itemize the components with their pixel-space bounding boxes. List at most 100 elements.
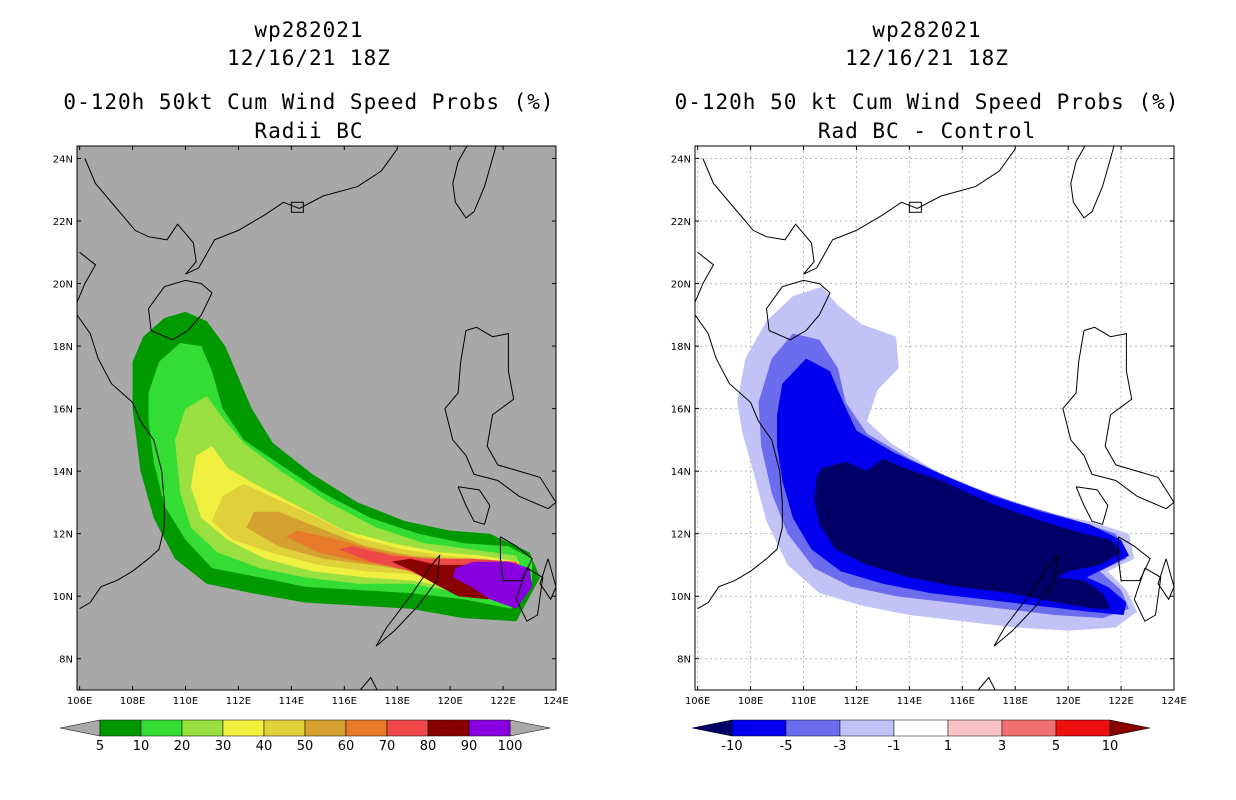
- lon-tick-label: 120E: [437, 696, 462, 707]
- lon-tick-label: 112E: [226, 696, 251, 707]
- lon-tick-label: 124E: [1161, 696, 1186, 707]
- lon-tick-label: 106E: [685, 696, 710, 707]
- map-left: 106E 108E 110E 112E 114E 116E 118E 120E 122E 124E…: [53, 145, 569, 754]
- lon-tick-label: 122E: [490, 696, 515, 707]
- coastline: [457, 486, 491, 525]
- datetime: 12/16/21 18Z: [227, 46, 391, 70]
- colorbar-swatch: [1055, 719, 1111, 737]
- coastline: [1075, 486, 1109, 525]
- map-frame: [694, 145, 1175, 691]
- lon-tick-label: 120E: [1055, 696, 1080, 707]
- lat-tick-label: 24N: [53, 155, 73, 166]
- colorbar-swatch: [839, 719, 895, 737]
- colorbar-swatch: [893, 719, 949, 737]
- lat-tick-label: 10N: [53, 592, 73, 603]
- colorbar: 5 10 20 30 40 50 60 70 80 90 100: [59, 719, 551, 754]
- coastline: [1157, 558, 1174, 601]
- coastline: [1117, 536, 1151, 582]
- panel-radii-bc: wp282021 12/16/21 18Z 0-120h 50kt Cum Wi…: [53, 18, 569, 754]
- colorbar-swatch: [99, 719, 142, 737]
- colorbar-label: 3: [998, 739, 1006, 754]
- colorbar-swatch: [947, 719, 1003, 737]
- lat-tick-label: 18N: [671, 342, 691, 353]
- colorbar-label: 5: [96, 739, 104, 754]
- coastline: [444, 326, 556, 510]
- colorbar-swatch: [263, 719, 306, 737]
- colorbar-label: 80: [420, 739, 437, 754]
- colorbar-swatch: [785, 719, 841, 737]
- city-marker: [908, 201, 922, 213]
- lon-tick-label: 118E: [385, 696, 410, 707]
- lat-tick-label: 16N: [671, 405, 691, 416]
- colorbar: -10 -5 -3 -1 1 3 5 10: [691, 719, 1151, 754]
- lat-tick-label: 12N: [53, 530, 73, 541]
- lon-tick-label: 108E: [120, 696, 145, 707]
- colorbar-swatch: [304, 719, 347, 737]
- lat-tick-label: 18N: [53, 342, 73, 353]
- colorbar-label: 50: [297, 739, 314, 754]
- colorbar-right-arrow: [1109, 719, 1151, 737]
- chart-subtitle: Radii BC: [254, 119, 364, 143]
- coastline: [702, 148, 1016, 275]
- coastline: [375, 554, 441, 647]
- lon-tick-label: 122E: [1108, 696, 1133, 707]
- coastline: [977, 676, 1010, 690]
- colorbar-label: 90: [461, 739, 478, 754]
- colorbar-label: 100: [498, 739, 523, 754]
- coastline: [993, 554, 1059, 647]
- colorbar-swatch: [181, 719, 224, 737]
- coastline: [539, 558, 556, 601]
- colorbar-label: 70: [379, 739, 396, 754]
- lat-tick-label: 20N: [53, 280, 73, 291]
- lon-tick-label: 114E: [897, 696, 922, 707]
- colorbar-swatch: [468, 719, 511, 737]
- colorbar-label: 40: [256, 739, 273, 754]
- lat-tick-label: 12N: [671, 530, 691, 541]
- colorbar-label: 10: [1102, 739, 1119, 754]
- lon-tick-label: 110E: [791, 696, 816, 707]
- map-right: 106E 108E 110E 112E 114E 116E 118E 120E 122E 124E…: [671, 145, 1187, 754]
- panel-rad-bc-control: wp282021 12/16/21 18Z 0-120h 50 kt Cum W…: [618, 0, 1236, 800]
- colorbar-label: -3: [834, 739, 847, 754]
- lat-tick-label: 8N: [677, 655, 691, 666]
- lat-tick-label: 16N: [53, 405, 73, 416]
- lon-tick-label: 118E: [1003, 696, 1028, 707]
- colorbar-right-arrow: [509, 719, 551, 737]
- colorbar-label: -10: [721, 739, 742, 754]
- lon-tick-label: 116E: [332, 696, 357, 707]
- colorbar-swatch: [1001, 719, 1057, 737]
- coastline: [1062, 326, 1174, 510]
- colorbar-label: 10: [133, 739, 150, 754]
- coastline: [765, 279, 831, 341]
- coastline: [452, 146, 497, 219]
- coastline: [499, 536, 533, 582]
- lat-tick-label: 20N: [671, 280, 691, 291]
- colorbar-swatch: [140, 719, 183, 737]
- lon-tick-label: 110E: [173, 696, 198, 707]
- city-marker: [290, 201, 304, 213]
- colorbar-swatch: [386, 719, 429, 737]
- storm-id: wp282021: [872, 18, 982, 42]
- storm-id: wp282021: [254, 18, 364, 42]
- coastlines: [695, 146, 1174, 690]
- chart-title: 0-120h 50 kt Cum Wind Speed Probs (%): [674, 90, 1180, 114]
- lon-tick-label: 108E: [738, 696, 763, 707]
- colorbar-left-arrow: [59, 719, 101, 737]
- lat-tick-label: 14N: [53, 467, 73, 478]
- lat-tick-label: 22N: [671, 217, 691, 228]
- colorbar-label: -1: [888, 739, 901, 754]
- coastline: [77, 251, 165, 610]
- chart-subtitle: Rad BC - Control: [817, 119, 1037, 143]
- colorbar-swatch: [731, 719, 787, 737]
- colorbar-swatch: [427, 719, 470, 737]
- coastline: [359, 676, 392, 690]
- datetime: 12/16/21 18Z: [845, 46, 1009, 70]
- colorbar-label: -5: [780, 739, 793, 754]
- lat-tick-label: 14N: [671, 467, 691, 478]
- lon-tick-label: 116E: [950, 696, 975, 707]
- coastline: [695, 251, 783, 610]
- lat-tick-label: 10N: [671, 592, 691, 603]
- coastline: [147, 279, 213, 341]
- lon-tick-label: 124E: [543, 696, 568, 707]
- colorbar-swatch: [345, 719, 388, 737]
